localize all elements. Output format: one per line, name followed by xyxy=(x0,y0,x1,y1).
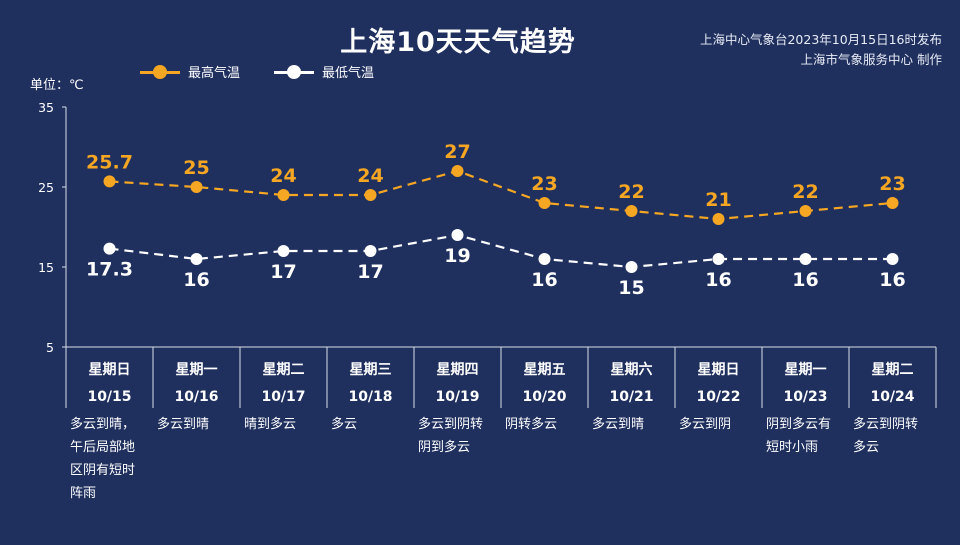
weather-description: 多云到阴转 多云 xyxy=(853,417,919,455)
date-label: 10/21 xyxy=(609,389,653,405)
high-point xyxy=(277,189,290,201)
y-tick-label: 15 xyxy=(38,260,54,275)
day-label: 星期四 xyxy=(437,362,479,378)
weather-description: 多云到晴 xyxy=(592,417,645,432)
weather-description: 阴到多云有 短时小雨 xyxy=(766,417,832,455)
high-point xyxy=(364,189,377,201)
high-data-label: 25 xyxy=(183,157,209,179)
low-point xyxy=(451,229,464,241)
chart-title: 上海10天天气趋势 xyxy=(340,27,576,58)
high-data-label: 22 xyxy=(618,181,644,203)
low-point xyxy=(799,253,812,265)
high-point xyxy=(451,165,464,177)
day-label: 星期二 xyxy=(872,362,914,378)
legend-item-high: 最高气温 xyxy=(140,62,240,81)
high-point xyxy=(799,205,812,217)
weather-description: 多云到阴转 阴到多云 xyxy=(418,417,484,455)
high-data-label: 27 xyxy=(444,141,470,163)
day-label: 星期二 xyxy=(263,362,305,378)
high-data-label: 24 xyxy=(357,165,383,187)
low-point xyxy=(886,253,899,265)
day-label: 星期六 xyxy=(611,361,653,378)
date-label: 10/23 xyxy=(783,389,827,405)
series-line-low xyxy=(109,233,893,269)
date-label: 10/20 xyxy=(522,389,566,405)
weather-description: 多云 xyxy=(331,417,358,432)
low-point xyxy=(103,242,116,255)
low-data-label: 17.3 xyxy=(86,259,133,281)
day-label: 星期三 xyxy=(350,362,392,378)
series-line-high xyxy=(109,169,893,221)
date-label: 10/15 xyxy=(87,389,131,405)
date-label: 10/18 xyxy=(348,389,392,405)
high-point xyxy=(103,175,116,188)
legend-low-label: 最低气温 xyxy=(322,66,375,81)
legend-item-low: 最低气温 xyxy=(274,62,374,81)
date-label: 10/17 xyxy=(261,389,305,405)
low-data-label: 16 xyxy=(879,269,905,291)
weather-description: 晴到多云 xyxy=(244,417,297,432)
y-tick-label: 25 xyxy=(38,180,54,195)
low-point xyxy=(538,253,551,265)
weather-description: 多云到晴， 午后局部地 区阴有短时 阵雨 xyxy=(70,417,136,501)
low-point xyxy=(277,245,290,257)
high-data-label: 25.7 xyxy=(86,151,133,173)
low-data-label: 16 xyxy=(705,269,731,291)
low-data-label: 15 xyxy=(618,277,644,299)
high-data-label: 23 xyxy=(531,173,557,195)
legend-low-marker-icon xyxy=(274,64,315,79)
high-data-label: 21 xyxy=(705,189,731,211)
high-data-label: 22 xyxy=(792,181,818,203)
low-point xyxy=(364,245,377,257)
low-point xyxy=(712,253,725,265)
day-label: 星期一 xyxy=(176,362,218,378)
weather-description: 阴转多云 xyxy=(505,417,558,432)
source-line-1: 上海中心气象台2023年10月15日16时发布 xyxy=(699,32,942,47)
high-point xyxy=(886,197,899,209)
low-point xyxy=(625,261,638,273)
low-data-label: 16 xyxy=(183,269,209,291)
legend-high-label: 最高气温 xyxy=(188,66,241,81)
source-line-2: 上海市气象服务中心 制作 xyxy=(800,52,942,67)
legend-high-marker-icon xyxy=(140,64,180,79)
unit-label: 单位：℃ xyxy=(30,78,84,93)
low-data-label: 16 xyxy=(792,269,818,291)
y-tick-label: 35 xyxy=(38,100,54,115)
weather-description: 多云到晴 xyxy=(157,417,210,432)
high-point xyxy=(190,181,203,193)
high-data-label: 23 xyxy=(879,173,905,195)
high-point xyxy=(538,197,551,209)
date-label: 10/24 xyxy=(870,389,914,405)
high-data-label: 24 xyxy=(270,165,296,187)
day-label: 星期日 xyxy=(89,362,131,378)
high-point xyxy=(625,205,638,217)
high-point xyxy=(712,213,725,225)
date-label: 10/22 xyxy=(696,389,740,405)
day-label: 星期一 xyxy=(785,362,827,378)
date-label: 10/16 xyxy=(174,389,218,405)
low-data-label: 17 xyxy=(270,261,296,283)
source-info: 上海中心气象台2023年10月15日16时发布 上海市气象服务中心 制作 xyxy=(700,30,942,70)
low-data-label: 17 xyxy=(357,261,383,283)
date-label: 10/19 xyxy=(435,389,479,405)
low-point xyxy=(190,253,203,265)
y-tick-label: 5 xyxy=(46,340,54,355)
weather-description: 多云到阴 xyxy=(679,417,732,432)
legend: 最高气温 最低气温 xyxy=(140,62,408,81)
low-data-label: 16 xyxy=(531,269,557,291)
low-data-label: 19 xyxy=(444,245,470,267)
day-label: 星期五 xyxy=(524,362,566,378)
day-label: 星期日 xyxy=(698,362,740,378)
